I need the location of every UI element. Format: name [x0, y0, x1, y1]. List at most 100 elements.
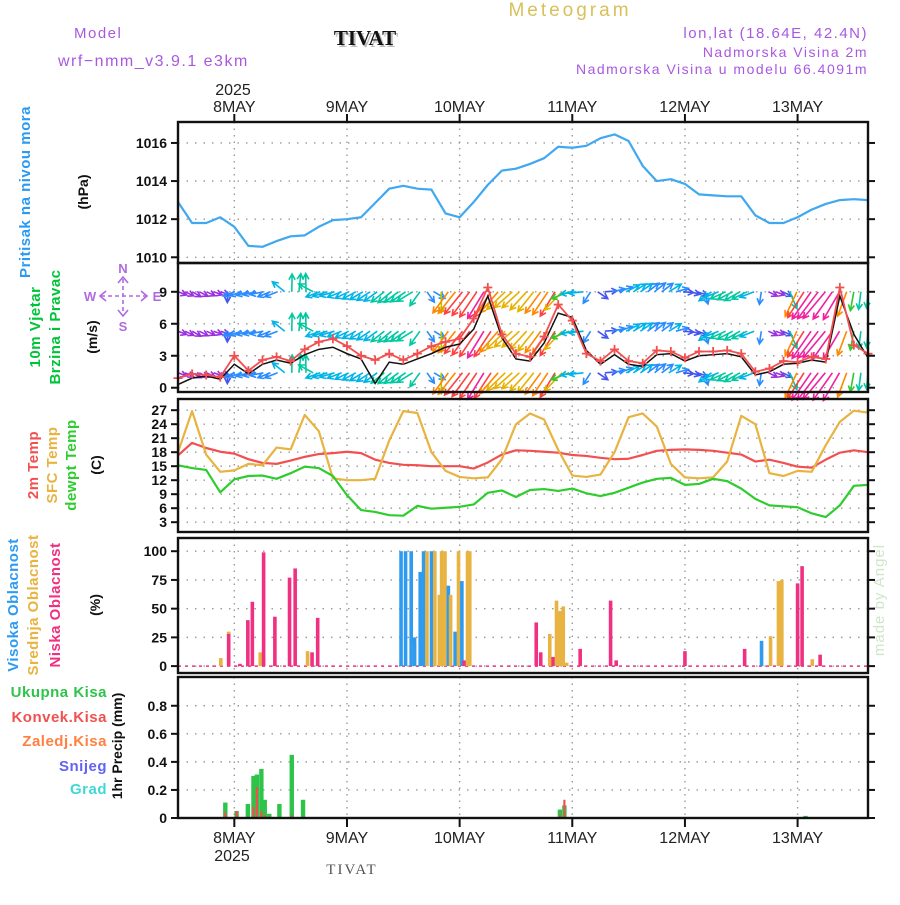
y-tick-label: 1016 — [136, 135, 167, 151]
temp-axis-title-3: dewpt Temp — [63, 419, 80, 510]
wind-arrow — [723, 291, 741, 302]
wind-arrow — [191, 290, 203, 298]
wind-arrow — [524, 330, 542, 354]
wind-arrow — [654, 281, 667, 293]
wind-arrow — [437, 291, 457, 315]
wind-arrow — [539, 291, 556, 318]
wind-arrow — [647, 282, 661, 293]
wind-arrow — [311, 372, 328, 380]
cloud-bar — [608, 600, 613, 667]
cloud-bar — [561, 606, 566, 667]
wind-arrow — [288, 311, 296, 332]
wind-arrow — [836, 372, 848, 399]
cloud-bar — [538, 652, 543, 667]
wind-arrow — [426, 372, 436, 385]
cloud-bar — [453, 631, 457, 667]
precip-total-bar — [267, 813, 272, 818]
wind-arrow — [355, 291, 371, 302]
y-tick-label: 1014 — [136, 173, 167, 189]
day-label-bottom: 8MAY — [213, 830, 256, 847]
panel-border — [176, 397, 870, 534]
cloud-bar — [287, 577, 292, 667]
day-label-top: 9MAY — [326, 99, 369, 116]
wind-arrow — [715, 372, 734, 382]
precip-total-bar — [557, 809, 563, 818]
wind-axis-title-2: Brzina i Pravac — [47, 269, 64, 384]
cloud-bar — [418, 571, 423, 667]
cloud-bar — [683, 651, 687, 667]
wind-arrow — [738, 291, 755, 299]
wind-arrow — [768, 329, 779, 337]
precip-convective-bar — [263, 815, 266, 818]
pressure-axis-title: Pritisak na nivou mora — [17, 106, 34, 278]
y-tick-label: 1010 — [136, 249, 167, 265]
y-tick-label: 75 — [151, 572, 167, 588]
wind-arrow — [369, 291, 385, 304]
wind-arrow — [647, 321, 661, 332]
cloud-bar — [433, 551, 437, 667]
wind-arrow — [597, 330, 610, 340]
compass-w-label: W — [84, 289, 97, 304]
y-tick-label: 6 — [159, 316, 167, 332]
day-label-bottom: 13MAY — [772, 830, 824, 847]
y-tick-label: 3 — [159, 348, 167, 364]
wind-arrow — [567, 370, 584, 378]
day-label-bottom: 9MAY — [326, 830, 369, 847]
wind-arrow — [409, 372, 421, 388]
cloud-bar — [800, 566, 804, 667]
cloud-bar — [614, 660, 619, 667]
wind-arrow — [326, 291, 342, 299]
precip-unit-label: 1hr Precip (mm) — [109, 693, 125, 800]
wind-arrow — [524, 291, 542, 315]
precip-convective-bar — [224, 812, 227, 818]
dewpt-temp-line — [177, 464, 869, 519]
wind-arrow — [500, 372, 520, 390]
precip-total-bar — [277, 803, 282, 818]
wind-arrow — [263, 291, 278, 299]
wind-arrow — [333, 291, 350, 300]
year-label-top: 2025 — [215, 82, 251, 99]
y-tick-label: 0 — [159, 380, 167, 396]
cloud-bar — [460, 581, 464, 667]
station-title: TIVAT — [334, 26, 396, 50]
wind-arrow — [516, 330, 535, 353]
wind-arrow — [376, 291, 392, 304]
wind-arrow — [304, 372, 321, 380]
wind-arrow — [466, 330, 485, 360]
wind-arrow — [318, 290, 335, 299]
wind-arrow — [333, 372, 350, 381]
precip-legend-3: Zaledj.Kisa — [22, 733, 107, 750]
wind-arrow — [426, 330, 436, 344]
wind-arrow — [206, 290, 217, 297]
wind-arrow — [516, 291, 535, 313]
wind-arrow — [271, 361, 286, 374]
cloud-bar — [578, 648, 582, 667]
wind-arrow — [654, 362, 667, 374]
y-tick-label: 0 — [159, 658, 167, 674]
wind-arrow — [383, 330, 399, 343]
wind-arrow — [383, 291, 399, 304]
wind-arrow — [661, 321, 675, 332]
wind-arrow — [791, 330, 812, 360]
wind-arrow — [206, 329, 217, 337]
wind-arrow — [234, 329, 250, 337]
cloud-bar — [776, 581, 781, 667]
wind-arrow — [539, 330, 556, 357]
wind-arrow — [639, 282, 654, 293]
wind-arrow — [389, 291, 407, 303]
y-tick-label: 12 — [151, 472, 167, 488]
wind-arrow — [304, 291, 321, 299]
wind-arrow — [341, 291, 357, 300]
wind-arrow — [362, 372, 378, 384]
precip-legend-2: Konvek.Kisa — [11, 709, 107, 726]
cloud-bar — [425, 551, 429, 667]
wind-arrow — [701, 291, 719, 300]
y-tick-label: 0.6 — [148, 726, 168, 742]
model-name: wrf−nmm_v3.9.1 e3km — [57, 53, 249, 70]
y-tick-label: 21 — [151, 430, 167, 446]
cloud-bar — [273, 616, 277, 667]
day-label-top: 8MAY — [213, 99, 256, 116]
wind-arrow — [383, 372, 399, 385]
y-tick-label: 27 — [151, 402, 167, 418]
precip-convective-bar — [252, 806, 255, 818]
